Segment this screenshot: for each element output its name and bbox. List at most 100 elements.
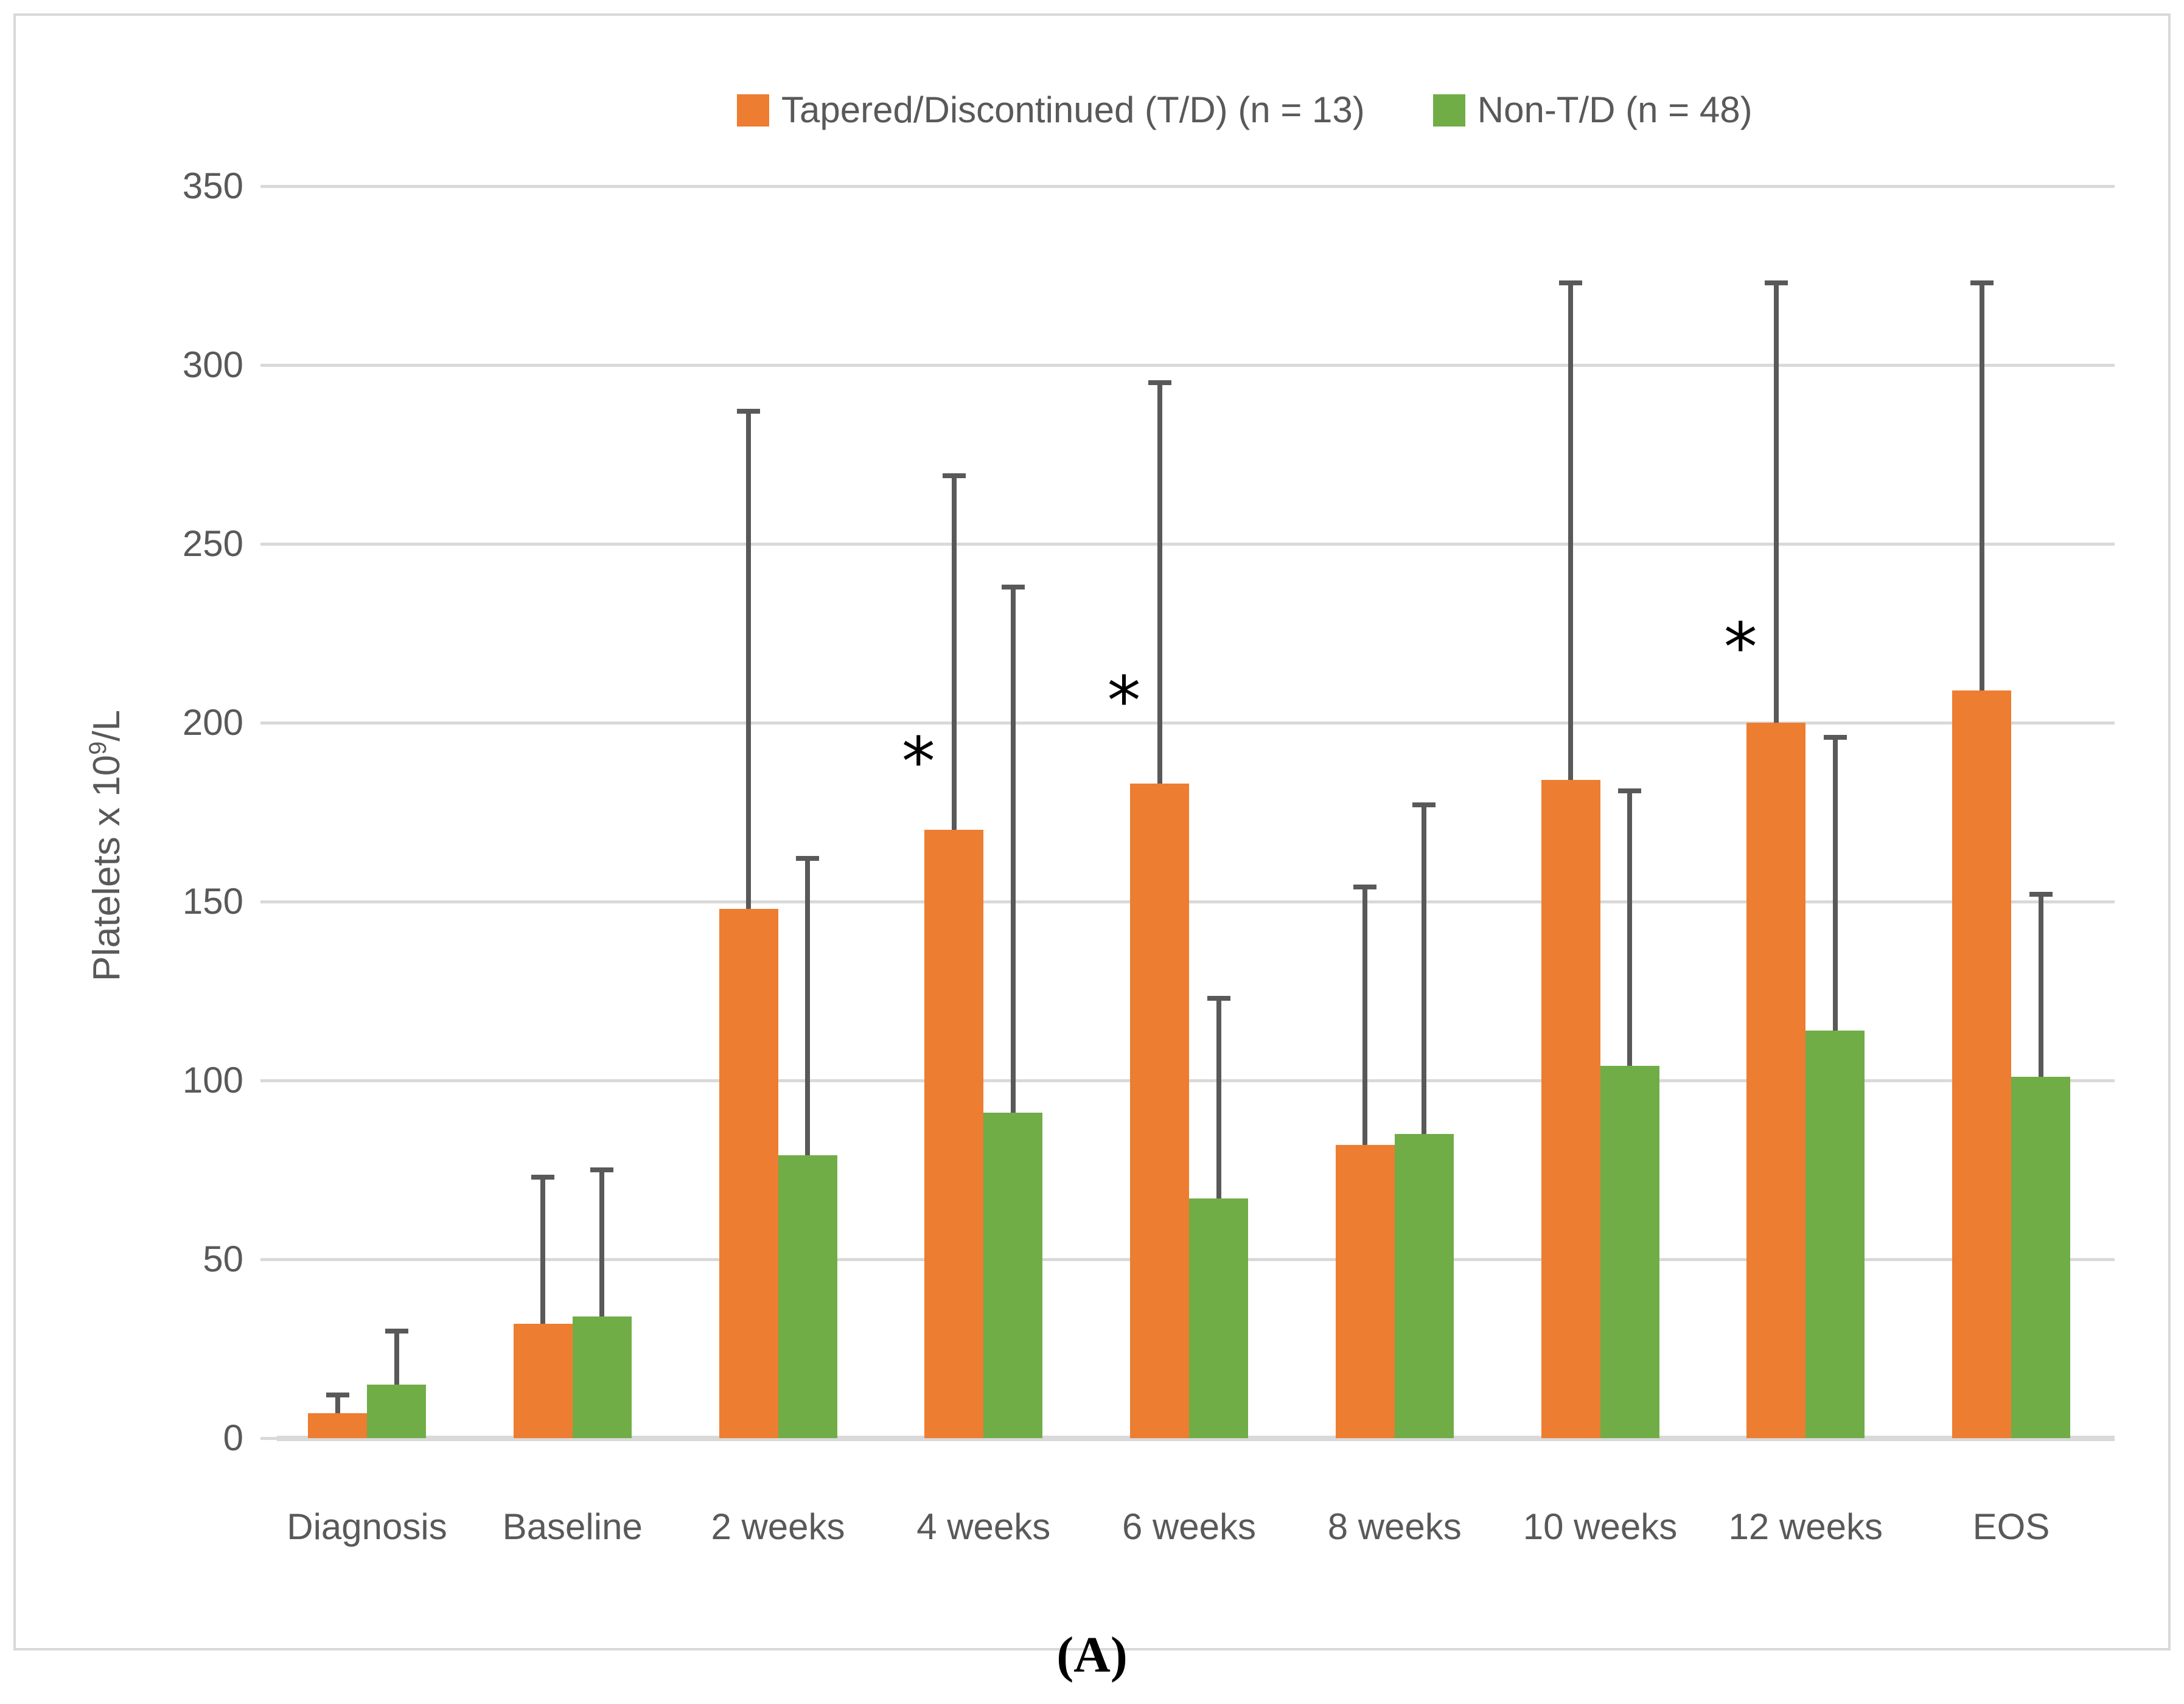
- error-bar-cap-non-td-2 weeks: [796, 856, 819, 861]
- bar-td-EOS: [1952, 690, 2011, 1438]
- bar-td-10 weeks: [1541, 780, 1600, 1438]
- error-bar-cap-td-Diagnosis: [326, 1393, 349, 1398]
- error-bar-cap-td-Baseline: [531, 1174, 555, 1180]
- bar-non-td-Diagnosis: [367, 1384, 426, 1438]
- bar-td-8 weeks: [1335, 1144, 1395, 1438]
- error-bar-cap-non-td-EOS: [2029, 892, 2053, 897]
- bar-td-12 weeks: [1746, 723, 1806, 1438]
- y-axis-tick: [260, 900, 277, 903]
- error-bar-cap-non-td-6 weeks: [1207, 995, 1230, 1001]
- legend-swatch-td-icon: [737, 94, 769, 127]
- gridline: [277, 1079, 2115, 1082]
- legend-swatch-non-td-icon: [1432, 94, 1465, 127]
- error-bar-cap-td-8 weeks: [1353, 885, 1377, 890]
- y-axis-tick-label: 100: [182, 1060, 243, 1101]
- error-bar-non-td-EOS: [2038, 894, 2043, 1077]
- significance-asterisk-4 weeks: *: [901, 723, 935, 801]
- bar-non-td-Baseline: [572, 1316, 632, 1438]
- error-bar-cap-td-10 weeks: [1559, 280, 1582, 285]
- error-bar-td-6 weeks: [1157, 383, 1162, 784]
- error-bar-cap-non-td-Baseline: [590, 1167, 614, 1172]
- y-axis-tick: [260, 185, 277, 188]
- x-axis-line: [277, 1436, 2115, 1441]
- error-bar-cap-td-4 weeks: [942, 473, 966, 479]
- error-bar-cap-td-12 weeks: [1764, 280, 1788, 285]
- gridline: [277, 722, 2115, 725]
- error-bar-non-td-Diagnosis: [394, 1330, 399, 1385]
- error-bar-td-4 weeks: [951, 476, 957, 830]
- gridline: [277, 900, 2115, 903]
- error-bar-non-td-Baseline: [599, 1170, 605, 1317]
- error-bar-non-td-12 weeks: [1832, 737, 1838, 1031]
- error-bar-td-Baseline: [540, 1177, 546, 1324]
- y-axis-title-text: Platelets x 10: [85, 754, 128, 982]
- error-bar-non-td-2 weeks: [805, 858, 810, 1156]
- bar-non-td-2 weeks: [778, 1155, 837, 1438]
- y-axis-tick-label: 150: [182, 881, 243, 922]
- y-axis-tick-label: 200: [182, 702, 243, 743]
- significance-asterisk-12 weeks: *: [1723, 608, 1757, 686]
- error-bar-non-td-4 weeks: [1010, 586, 1016, 1113]
- x-axis-label-4 weeks: 4 weeks: [916, 1506, 1051, 1547]
- error-bar-cap-td-6 weeks: [1148, 380, 1171, 386]
- chart-legend: Tapered/Discontinued (T/D) (n = 13) Non-…: [737, 88, 1753, 132]
- legend-item-non-td: Non-T/D (n = 48): [1432, 88, 1753, 132]
- legend-label-td: Tapered/Discontinued (T/D) (n = 13): [781, 89, 1365, 130]
- error-bar-cap-non-td-10 weeks: [1618, 788, 1641, 793]
- bar-td-4 weeks: [924, 830, 984, 1438]
- y-axis-tick: [260, 1258, 277, 1261]
- gridline: [277, 364, 2115, 367]
- y-axis-tick-label: 250: [182, 523, 243, 564]
- bar-td-Baseline: [513, 1323, 573, 1438]
- y-axis-title-superscript: 9: [85, 741, 112, 755]
- error-bar-cap-td-EOS: [1970, 280, 1994, 285]
- x-axis-label-8 weeks: 8 weeks: [1327, 1506, 1462, 1547]
- error-bar-td-2 weeks: [746, 411, 751, 909]
- bar-non-td-EOS: [2011, 1077, 2070, 1438]
- y-axis-title: Platelets x 109/L: [85, 710, 128, 981]
- x-axis-label-Diagnosis: Diagnosis: [287, 1506, 447, 1547]
- error-bar-cap-td-2 weeks: [737, 409, 760, 414]
- y-axis-tick-label: 300: [182, 344, 243, 385]
- error-bar-cap-non-td-8 weeks: [1412, 802, 1436, 808]
- bar-td-6 weeks: [1130, 783, 1189, 1438]
- bar-non-td-6 weeks: [1189, 1198, 1248, 1438]
- y-axis-tick: [260, 364, 277, 367]
- error-bar-td-Diagnosis: [335, 1395, 340, 1413]
- bar-td-Diagnosis: [308, 1413, 367, 1438]
- y-axis-tick: [260, 722, 277, 725]
- error-bar-td-12 weeks: [1773, 282, 1779, 723]
- y-axis-tick: [260, 1437, 277, 1440]
- x-axis-label-12 weeks: 12 weeks: [1728, 1506, 1883, 1547]
- significance-asterisk-6 weeks: *: [1107, 662, 1141, 740]
- bar-non-td-4 weeks: [983, 1112, 1043, 1438]
- y-axis-tick-label: 50: [203, 1239, 243, 1279]
- gridline: [277, 543, 2115, 546]
- bar-td-2 weeks: [719, 908, 778, 1438]
- error-bar-non-td-10 weeks: [1627, 790, 1632, 1066]
- error-bar-td-8 weeks: [1362, 887, 1368, 1145]
- bar-non-td-10 weeks: [1600, 1066, 1659, 1438]
- error-bar-cap-non-td-12 weeks: [1823, 734, 1847, 740]
- x-axis-label-10 weeks: 10 weeks: [1523, 1506, 1678, 1547]
- error-bar-td-10 weeks: [1568, 282, 1573, 781]
- gridline: [277, 185, 2115, 188]
- error-bar-non-td-6 weeks: [1216, 998, 1221, 1199]
- error-bar-td-EOS: [1979, 282, 1984, 691]
- x-axis-label-Baseline: Baseline: [502, 1506, 643, 1547]
- bar-non-td-12 weeks: [1805, 1030, 1865, 1438]
- y-axis-tick-label: 350: [182, 165, 243, 206]
- bar-non-td-8 weeks: [1394, 1134, 1454, 1438]
- legend-item-td: Tapered/Discontinued (T/D) (n = 13): [737, 88, 1365, 132]
- x-axis-label-EOS: EOS: [1972, 1506, 2050, 1547]
- y-axis-tick: [260, 1079, 277, 1082]
- error-bar-cap-non-td-Diagnosis: [385, 1328, 408, 1334]
- y-axis-tick: [260, 543, 277, 546]
- error-bar-non-td-8 weeks: [1422, 805, 1427, 1135]
- legend-label-non-td: Non-T/D (n = 48): [1477, 89, 1753, 130]
- error-bar-cap-non-td-4 weeks: [1001, 584, 1025, 589]
- x-axis-label-6 weeks: 6 weeks: [1122, 1506, 1257, 1547]
- figure-caption: (A): [1056, 1627, 1128, 1683]
- y-axis-tick-label: 0: [223, 1417, 243, 1458]
